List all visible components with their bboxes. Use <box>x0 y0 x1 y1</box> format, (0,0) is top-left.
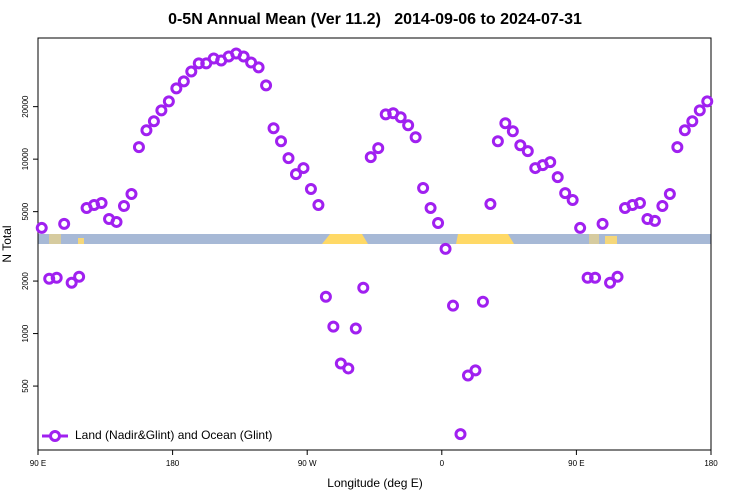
data-point <box>132 141 145 154</box>
data-point <box>648 214 661 227</box>
x-tick-label: 0 <box>440 459 445 468</box>
x-tick-label: 90 E <box>568 459 584 468</box>
data-point <box>125 188 138 201</box>
data-point <box>656 200 669 213</box>
data-point <box>544 156 557 169</box>
data-point <box>566 194 579 207</box>
data-point <box>297 162 310 175</box>
data-point <box>671 141 684 154</box>
data-point <box>686 115 699 128</box>
data-point <box>454 428 467 441</box>
data-point <box>589 271 602 284</box>
data-point <box>147 115 160 128</box>
data-point <box>633 196 646 209</box>
y-tick-label: 500 <box>21 379 30 393</box>
y-axis-label: N Total <box>0 225 14 262</box>
data-point <box>559 187 572 200</box>
data-point <box>469 364 482 377</box>
y-tick-label: 20000 <box>21 95 30 118</box>
data-point <box>514 139 527 152</box>
data-point <box>110 215 123 228</box>
data-point <box>574 221 587 234</box>
data-point <box>581 271 594 284</box>
data-point <box>237 50 250 63</box>
data-point <box>117 200 130 213</box>
data-point <box>596 217 609 230</box>
data-point <box>185 65 198 78</box>
data-point <box>521 145 534 158</box>
data-point <box>35 221 48 234</box>
chart-title: 0-5N Annual Mean (Ver 11.2) 2014-09-06 t… <box>168 11 582 28</box>
data-point <box>304 183 317 196</box>
data-point <box>402 119 415 132</box>
data-point <box>663 188 676 201</box>
data-point <box>50 271 63 284</box>
data-point <box>417 182 430 195</box>
data-point <box>319 290 332 303</box>
data-point <box>162 95 175 108</box>
data-point <box>95 196 108 209</box>
plot-frame <box>37 37 712 451</box>
data-point <box>312 199 325 212</box>
data-point <box>701 95 714 108</box>
data-point <box>275 135 288 148</box>
data-point <box>65 276 78 289</box>
data-point <box>394 111 407 124</box>
data-point <box>409 131 422 144</box>
data-point <box>491 135 504 148</box>
data-point <box>282 152 295 165</box>
data-point <box>252 61 265 74</box>
data-point <box>349 322 362 335</box>
data-point <box>267 122 280 135</box>
data-point <box>476 295 489 308</box>
data-point <box>58 217 71 230</box>
data-point <box>170 82 183 95</box>
data-point <box>611 270 624 283</box>
data-point <box>499 117 512 130</box>
data-point <box>372 142 385 155</box>
data-point <box>73 270 86 283</box>
map-strip <box>38 234 711 244</box>
data-point <box>604 276 617 289</box>
y-tick-label: 5000 <box>21 202 30 220</box>
data-point <box>327 320 340 333</box>
data-point <box>693 104 706 117</box>
data-point <box>140 124 153 137</box>
y-tick-label: 10000 <box>21 147 30 170</box>
y-tick-label: 2000 <box>21 272 30 290</box>
x-tick-label: 180 <box>166 459 180 468</box>
data-point <box>506 125 519 138</box>
data-point <box>260 79 273 92</box>
legend-marker <box>49 430 61 442</box>
data-point <box>678 124 691 137</box>
data-point <box>155 104 168 117</box>
x-tick-label: 180 <box>704 459 718 468</box>
data-point <box>424 201 437 214</box>
data-point <box>177 75 190 88</box>
legend-label: Land (Nadir&Glint) and Ocean (Glint) <box>75 428 272 442</box>
x-axis-label: Longitude (deg E) <box>327 476 422 490</box>
data-point <box>364 151 377 164</box>
data-point <box>484 197 497 210</box>
data-point <box>447 299 460 312</box>
y-tick-label: 1000 <box>21 324 30 342</box>
data-point <box>342 362 355 375</box>
data-point <box>439 242 452 255</box>
x-tick-label: 90 E <box>30 459 46 468</box>
data-point <box>289 168 302 181</box>
data-point <box>357 281 370 294</box>
data-point <box>551 171 564 184</box>
data-point <box>192 57 205 70</box>
x-tick-label: 90 W <box>298 459 317 468</box>
data-point <box>432 216 445 229</box>
